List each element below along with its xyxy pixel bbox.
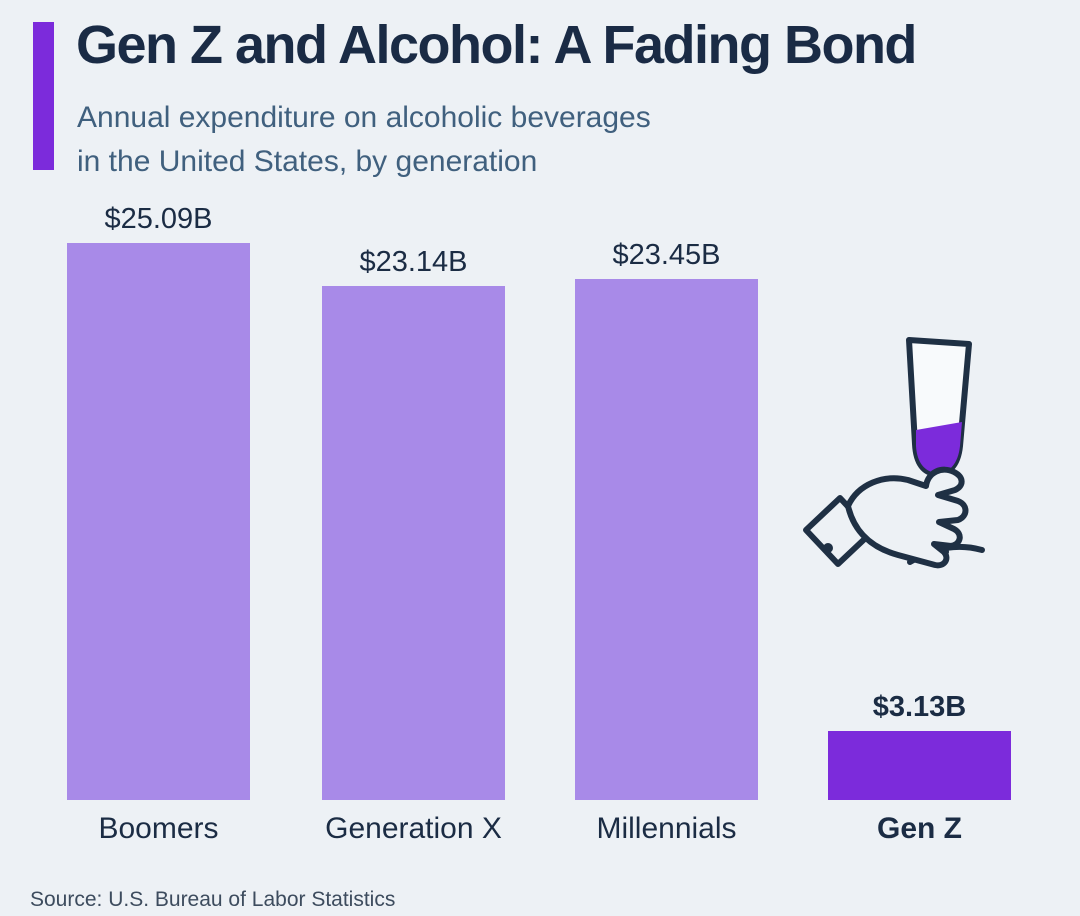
subtitle-line-1: Annual expenditure on alcoholic beverage… <box>77 101 651 134</box>
bar-value-label: $23.45B <box>612 239 721 271</box>
cuff-button <box>823 543 833 553</box>
bar-millennials <box>575 279 758 800</box>
hand-holding-wine-glass-icon <box>803 337 985 569</box>
bar-value-label: $3.13B <box>872 691 967 723</box>
bar-gen-z <box>828 731 1011 800</box>
bar-boomers <box>67 243 250 800</box>
bar-column: $25.09B <box>67 203 250 800</box>
bar-column: $3.13B <box>828 691 1011 800</box>
bar-column: $23.45B <box>575 239 758 800</box>
bar-category-label: Boomers <box>98 812 219 845</box>
source-note: Source: U.S. Bureau of Labor Statistics <box>30 888 396 911</box>
bar-generation-x <box>322 286 505 800</box>
subtitle-line-2: in the United States, by generation <box>77 144 538 178</box>
bar-category-label: Gen Z <box>876 812 962 845</box>
bar-value-label: $25.09B <box>104 203 213 235</box>
page-title: Gen Z and Alcohol: A Fading Bond <box>76 15 917 75</box>
accent-bar <box>33 22 54 170</box>
bar-category-label: Generation X <box>325 812 502 845</box>
bar-category-label: Millennials <box>596 812 737 845</box>
chart-subtitle: Annual expenditure on alcoholic beverage… <box>77 96 651 183</box>
hand <box>845 466 969 569</box>
bar-column: $23.14B <box>322 246 505 800</box>
glass-liquid <box>916 422 962 474</box>
bar-value-label: $23.14B <box>359 246 468 278</box>
